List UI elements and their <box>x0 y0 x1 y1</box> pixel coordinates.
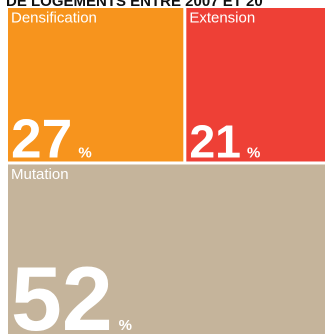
tile <box>186 8 325 162</box>
tile <box>8 8 184 162</box>
tile-label: Mutation <box>11 166 69 183</box>
value-label: 27 <box>11 107 72 169</box>
chart-title: DE LOGEMENTS ENTRE 2007 ET 20 <box>6 0 263 10</box>
unit-label: % <box>119 317 132 334</box>
tile <box>8 164 325 334</box>
value-label: 52 <box>11 248 113 334</box>
unit-label: % <box>247 144 260 161</box>
unit-label: % <box>78 144 91 161</box>
tile-label: Densification <box>11 9 97 26</box>
value-label: 21 <box>189 115 241 167</box>
tile-label: Extension <box>189 9 255 26</box>
